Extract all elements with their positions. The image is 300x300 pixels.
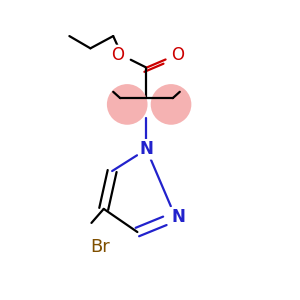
- Text: N: N: [140, 140, 153, 158]
- Text: O: O: [171, 46, 184, 64]
- Circle shape: [107, 84, 148, 125]
- Text: Br: Br: [90, 238, 110, 256]
- Text: N: N: [171, 208, 185, 226]
- Circle shape: [151, 84, 191, 125]
- Text: O: O: [111, 46, 124, 64]
